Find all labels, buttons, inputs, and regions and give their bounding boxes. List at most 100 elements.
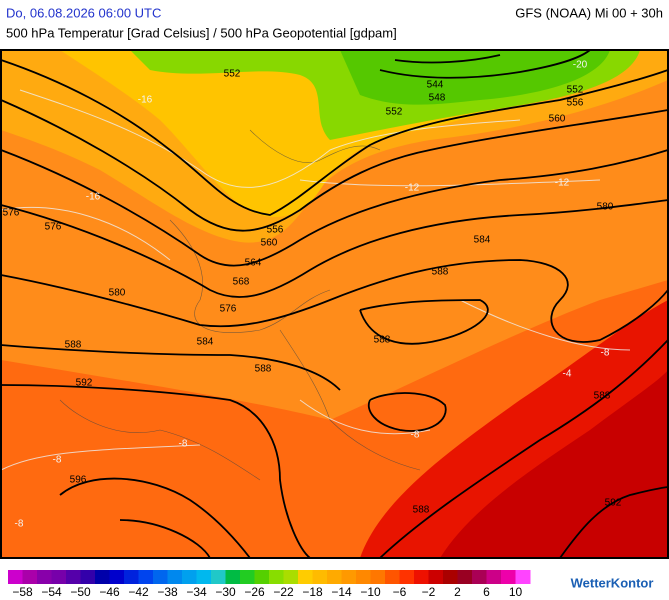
color-swatch	[428, 570, 444, 584]
legend-label: −34	[186, 585, 207, 599]
legend-label: −42	[128, 585, 149, 599]
color-swatch	[283, 570, 299, 584]
legend-label: −6	[393, 585, 407, 599]
legend-label: −38	[157, 585, 178, 599]
datetime: Do, 06.08.2026 06:00 UTC	[6, 5, 161, 20]
height-label: 584	[197, 337, 214, 348]
temperature-label: -8	[601, 348, 610, 359]
height-label: 548	[429, 93, 446, 104]
legend-label: −46	[99, 585, 120, 599]
contour	[0, 199, 669, 298]
legend-label: −30	[215, 585, 236, 599]
height-label: 588	[255, 364, 272, 375]
contour	[0, 299, 489, 391]
color-swatch	[269, 570, 284, 584]
height-label: 552	[224, 69, 241, 80]
height-label: 576	[45, 222, 62, 233]
color-swatch	[95, 570, 110, 584]
legend-label: −58	[12, 585, 33, 599]
subtitle: 500 hPa Temperatur [Grad Celsius] / 500 …	[6, 25, 397, 40]
color-swatch	[240, 570, 255, 584]
hottest-core	[440, 370, 668, 558]
color-swatch	[501, 570, 516, 584]
color-swatch	[356, 570, 371, 584]
legend-label: −54	[41, 585, 62, 599]
height-label: 556	[567, 98, 584, 109]
legend-label: −10	[360, 585, 381, 599]
height-label: 564	[245, 258, 262, 269]
temperature-label: -8	[179, 439, 188, 450]
color-swatch	[254, 570, 270, 584]
color-swatch	[457, 570, 473, 584]
height-label: 580	[597, 202, 614, 213]
legend-label: 2	[454, 585, 461, 599]
height-label: 580	[109, 288, 126, 299]
color-swatch	[414, 570, 429, 584]
color-swatch	[66, 570, 81, 584]
legend: −58 −54 −50 −46 −42 −38 −34 −30 −26 −22 −18 −14 −10−…	[8, 570, 531, 599]
height-label: 544	[427, 80, 444, 91]
color-swatch	[472, 570, 487, 584]
height-label: 592	[76, 378, 93, 389]
height-label: 576	[220, 304, 237, 315]
temperature-label: -8	[15, 519, 24, 530]
legend-label: −22	[273, 585, 294, 599]
color-swatch	[341, 570, 357, 584]
color-swatch	[515, 570, 531, 584]
legend-label: −50	[70, 585, 91, 599]
contour	[0, 59, 669, 216]
legend-label: 6	[483, 585, 490, 599]
height-label: 588	[65, 340, 82, 351]
height-label: 556	[267, 225, 284, 236]
contour	[59, 477, 251, 559]
isotherms	[0, 89, 631, 471]
height-label: 568	[233, 277, 250, 288]
height-label: 552	[567, 85, 584, 96]
color-swatch	[370, 570, 386, 584]
height-label: 560	[549, 114, 566, 125]
legend-label: 10	[509, 585, 523, 599]
map	[0, 49, 669, 559]
color-swatch	[225, 570, 241, 584]
temperature-label: -8	[53, 455, 62, 466]
legend-label: −26	[244, 585, 265, 599]
color-swatch	[124, 570, 139, 584]
logo: WetterKontor	[571, 575, 654, 590]
color-swatch	[80, 570, 96, 584]
height-label: 596	[70, 475, 87, 486]
color-swatch	[51, 570, 67, 584]
map-frame	[0, 49, 669, 559]
height-label: 576	[3, 208, 20, 219]
color-swatch	[486, 570, 502, 584]
temperature-label: -4	[563, 369, 572, 380]
color-swatch	[22, 570, 38, 584]
coastlines	[59, 129, 421, 481]
color-swatch	[312, 570, 328, 584]
color-swatch	[182, 570, 197, 584]
color-swatch	[399, 570, 415, 584]
color-swatch	[298, 570, 313, 584]
height-label: 588	[432, 267, 449, 278]
color-swatch	[8, 570, 23, 584]
contour	[379, 49, 591, 79]
color-swatch	[167, 570, 183, 584]
color-swatch	[138, 570, 154, 584]
contour	[0, 259, 669, 343]
color-swatch	[196, 570, 212, 584]
height-label: 560	[261, 238, 278, 249]
temperature-label: -12	[555, 178, 570, 189]
height-label: 588	[594, 391, 611, 402]
color-swatch	[211, 570, 226, 584]
temperature-label: -20	[573, 60, 588, 71]
color-swatch	[37, 570, 52, 584]
contour	[0, 99, 669, 232]
temperature-label: -12	[405, 183, 420, 194]
model-run: GFS (NOAA) Mi 00 + 30h	[515, 5, 663, 20]
contour	[0, 149, 669, 267]
legend-label: −14	[331, 585, 352, 599]
contour	[379, 339, 669, 559]
temperature-label: -16	[86, 192, 101, 203]
color-swatch	[109, 570, 125, 584]
contour	[559, 486, 669, 559]
